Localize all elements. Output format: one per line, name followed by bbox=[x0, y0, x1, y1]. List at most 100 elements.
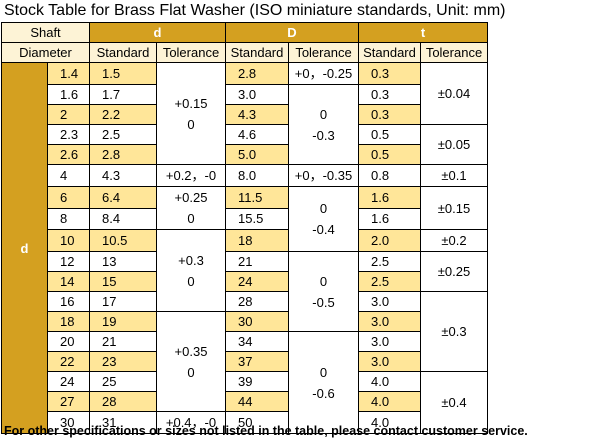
tolerance-cell: ±0.04 bbox=[420, 62, 488, 125]
tolerance-line: -0.4 bbox=[312, 222, 335, 237]
tolerance-line: 0 bbox=[319, 273, 328, 289]
tolerance-cell: ±0.4 bbox=[420, 371, 488, 434]
d-standard-cell: 4.3 bbox=[89, 164, 157, 187]
tolerance-line: ±0.05 bbox=[437, 137, 471, 152]
D-standard-cell: 30 bbox=[225, 311, 289, 332]
header-cell: Standard bbox=[225, 42, 289, 63]
table-row: 12 13 21 0 -0.5 2.5 ±0.25 bbox=[2, 251, 488, 332]
tolerance-line: ±0.2 bbox=[441, 233, 467, 248]
tolerance-cell: +0.2，-0 bbox=[156, 164, 226, 187]
t-standard-cell: 1.6 bbox=[358, 186, 421, 209]
header-cell: t bbox=[358, 22, 488, 43]
tolerance-line: +0.4，-0 bbox=[165, 415, 217, 430]
D-standard-cell: 24 bbox=[225, 271, 289, 292]
header-cell: Tolerance bbox=[156, 42, 226, 63]
t-standard-cell: 2.5 bbox=[358, 251, 421, 272]
d-standard-cell: 2.8 bbox=[89, 144, 157, 165]
shaft-cell: 12 bbox=[47, 251, 90, 272]
shaft-cell: 22 bbox=[47, 351, 90, 372]
tolerance-cell: 0 -0.5 bbox=[288, 251, 359, 332]
tolerance-line: +0.25 bbox=[174, 190, 208, 205]
t-standard-cell: 2.0 bbox=[358, 229, 421, 252]
shaft-cell: 2.6 bbox=[47, 144, 90, 165]
shaft-cell: 10 bbox=[47, 229, 90, 252]
d-standard-cell: 1.5 bbox=[89, 62, 157, 85]
table-row: 20 21 34 0 -0.6 3.0 bbox=[2, 331, 488, 434]
header-cell: D bbox=[225, 22, 359, 43]
t-standard-cell: 3.0 bbox=[358, 311, 421, 332]
t-standard-cell: 0.3 bbox=[358, 62, 421, 85]
t-standard-cell: 0.3 bbox=[358, 104, 421, 125]
d-standard-cell: 19 bbox=[89, 311, 157, 332]
shaft-cell: 24 bbox=[47, 371, 90, 392]
shaft-cell: 18 bbox=[47, 311, 90, 332]
shaft-cell: 20 bbox=[47, 331, 90, 352]
d-standard-cell: 17 bbox=[89, 291, 157, 312]
d-standard-cell: 13 bbox=[89, 251, 157, 272]
tolerance-cell: ±0.05 bbox=[420, 124, 488, 165]
tolerance-line: -0.3 bbox=[312, 127, 335, 143]
tolerance-cell: +0.35 0 bbox=[156, 311, 226, 412]
tolerance-cell: ±0.2 bbox=[420, 229, 488, 252]
tolerance-cell: +0.4，-0 bbox=[156, 411, 226, 434]
tolerance-cell: +0，-0.35 bbox=[288, 164, 359, 187]
D-standard-cell: 5.0 bbox=[225, 144, 289, 165]
shaft-cell: 6 bbox=[47, 186, 90, 209]
shaft-cell: 2 bbox=[47, 104, 90, 125]
D-standard-cell: 2.8 bbox=[225, 62, 289, 85]
d-standard-cell: 25 bbox=[89, 371, 157, 392]
tolerance-line: 0 bbox=[187, 364, 195, 380]
D-standard-cell: 18 bbox=[225, 229, 289, 252]
tolerance-line: ±0.1 bbox=[441, 168, 467, 183]
tolerance-line: +0.3 bbox=[178, 252, 204, 268]
tolerance-line: -0.5 bbox=[312, 294, 335, 310]
header-cell: Standard bbox=[89, 42, 157, 63]
shaft-cell: 8 bbox=[47, 207, 90, 230]
t-standard-cell: 0.8 bbox=[358, 164, 421, 187]
table-row: 16 17 28 3.0 ±0.3 bbox=[2, 291, 488, 372]
t-standard-cell: 0.5 bbox=[358, 124, 421, 145]
t-standard-cell: 3.0 bbox=[358, 351, 421, 372]
D-standard-cell: 4.6 bbox=[225, 124, 289, 145]
t-standard-cell: 4.0 bbox=[358, 411, 421, 434]
t-standard-cell: 0.5 bbox=[358, 144, 421, 165]
table-row: 24 25 39 4.0 ±0.4 bbox=[2, 371, 488, 434]
D-standard-cell: 44 bbox=[225, 391, 289, 412]
table-row: 2.6 2.8 5.0 0.5 bbox=[2, 144, 488, 165]
tolerance-cell: ±0.15 bbox=[420, 186, 488, 230]
d-standard-cell: 2.5 bbox=[89, 124, 157, 145]
D-standard-cell: 3.0 bbox=[225, 84, 289, 105]
table-row: 1.6 1.7 3.0 0 -0.3 0.3 bbox=[2, 84, 488, 165]
shaft-cell: 1.6 bbox=[47, 84, 90, 105]
tolerance-line: -0.6 bbox=[312, 385, 335, 401]
tolerance-cell: +0.15 0 bbox=[156, 62, 226, 165]
tolerance-line: ±0.15 bbox=[437, 200, 471, 216]
tolerance-line: 0 bbox=[187, 116, 195, 132]
tolerance-cell: +0.25 0 bbox=[156, 186, 226, 230]
D-standard-cell: 50 bbox=[225, 411, 289, 434]
tolerance-line: +0.15 bbox=[174, 95, 208, 111]
tolerance-line: 0 bbox=[319, 364, 328, 380]
d-standard-cell: 2.2 bbox=[89, 104, 157, 125]
tolerance-cell: 0 -0.3 bbox=[288, 84, 359, 165]
tolerance-line: ±0.3 bbox=[441, 324, 467, 339]
t-standard-cell: 0.3 bbox=[358, 84, 421, 105]
tolerance-line: 0 bbox=[319, 106, 328, 122]
side-label: d bbox=[1, 62, 48, 434]
D-standard-cell: 37 bbox=[225, 351, 289, 372]
D-standard-cell: 21 bbox=[225, 251, 289, 272]
table-row: 14 15 24 2.5 bbox=[2, 271, 488, 292]
tolerance-cell: ±0.3 bbox=[420, 291, 488, 372]
tolerance-cell: 0 -0.4 bbox=[288, 186, 359, 252]
table-row: 2.3 2.5 4.6 0.5 ±0.05 bbox=[2, 124, 488, 165]
tolerance-cell: +0.3 0 bbox=[156, 229, 226, 312]
tolerance-cell: +0，-0.25 bbox=[288, 62, 359, 85]
D-standard-cell: 8.0 bbox=[225, 164, 289, 187]
d-standard-cell: 15 bbox=[89, 271, 157, 292]
tolerance-line: 0 bbox=[187, 273, 195, 289]
table-row: 27 28 44 4.0 bbox=[2, 391, 488, 412]
header-cell: Diameter bbox=[1, 42, 90, 63]
header-cell: d bbox=[89, 22, 226, 43]
d-standard-cell: 8.4 bbox=[89, 207, 157, 230]
